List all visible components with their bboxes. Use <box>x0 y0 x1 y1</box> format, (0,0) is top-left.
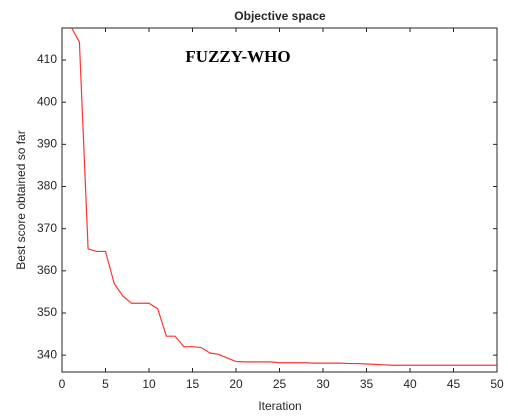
x-tick-label: 20 <box>229 377 243 391</box>
x-tick-label: 5 <box>102 377 109 391</box>
y-tick-label: 390 <box>37 137 57 151</box>
x-tick-label: 35 <box>360 377 374 391</box>
y-tick-label: 370 <box>37 221 57 235</box>
y-axis-label: Best score obtained so far <box>14 130 28 269</box>
plot-area <box>61 27 498 373</box>
x-tick-label: 0 <box>59 377 66 391</box>
x-tick-label: 15 <box>186 377 200 391</box>
annotation: FUZZY-WHO <box>185 47 290 66</box>
x-axis-label: Iteration <box>258 399 301 413</box>
line <box>70 28 497 366</box>
chart-title: Objective space <box>234 9 326 23</box>
y-tick-label: 380 <box>37 179 57 193</box>
y-tick-label: 340 <box>37 347 57 361</box>
y-tick-label: 400 <box>37 94 57 108</box>
x-tick-label: 10 <box>142 377 156 391</box>
x-tick-label: 45 <box>447 377 461 391</box>
y-tick-label: 410 <box>37 52 57 66</box>
x-tick-label: 30 <box>316 377 330 391</box>
y-tick-label: 350 <box>37 305 57 319</box>
x-tick-label: 25 <box>273 377 287 391</box>
x-tick-label: 50 <box>490 377 504 391</box>
y-tick-label: 360 <box>37 263 57 277</box>
x-tick-label: 40 <box>403 377 417 391</box>
